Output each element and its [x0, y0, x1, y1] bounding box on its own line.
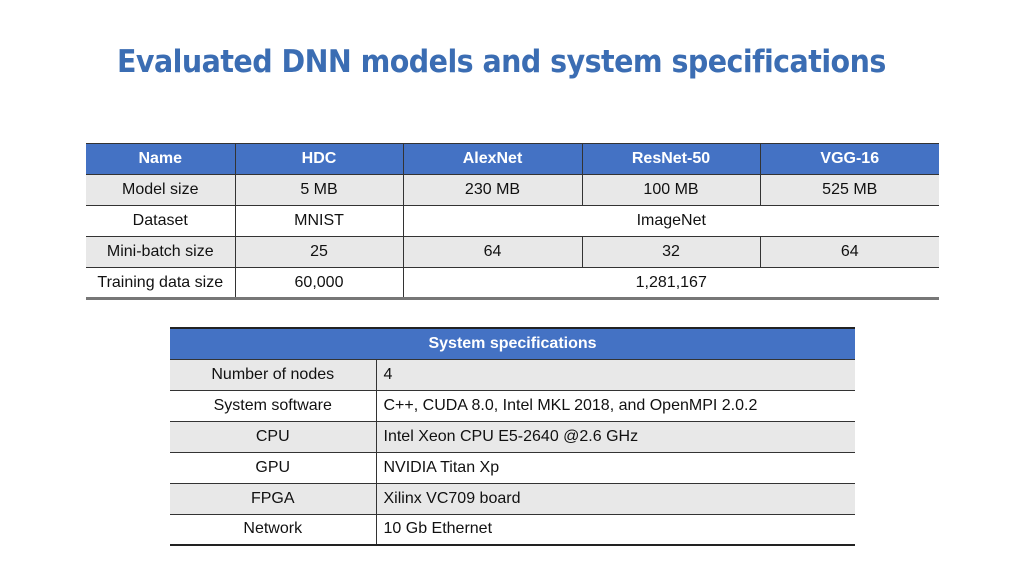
cell-vgg16: 64	[759, 236, 939, 268]
header-vgg16: VGG-16	[759, 143, 939, 175]
table-row: System software C++, CUDA 8.0, Intel MKL…	[170, 390, 856, 422]
table-row: Number of nodes 4	[170, 359, 856, 391]
spec-label: Network	[170, 514, 376, 545]
page-title: Evaluated DNN models and system specific…	[117, 44, 886, 80]
spec-value: Intel Xeon CPU E5-2640 @2.6 GHz	[375, 421, 856, 453]
header-name: Name	[86, 143, 235, 175]
specs-header-row: System specifications	[170, 328, 856, 360]
cell-vgg16: 525 MB	[759, 174, 939, 206]
table-row-dataset: Dataset MNIST ImageNet	[86, 205, 939, 237]
table-row-training-data: Training data size 60,000 1,281,167	[86, 267, 939, 299]
cell-resnet50: 100 MB	[581, 174, 760, 206]
cell-hdc: 5 MB	[234, 174, 403, 206]
models-table: Name HDC AlexNet ResNet-50 VGG-16 Model …	[86, 143, 939, 300]
spec-value: 4	[375, 359, 856, 391]
row-label: Model size	[86, 174, 235, 206]
spec-label: GPU	[170, 452, 376, 484]
table-row: Network 10 Gb Ethernet	[170, 514, 856, 545]
header-resnet50: ResNet-50	[581, 143, 760, 175]
row-label: Training data size	[86, 267, 235, 299]
cell-alexnet: 64	[402, 236, 582, 268]
spec-label: System software	[170, 390, 376, 422]
cell-imagenet-size-merged: 1,281,167	[402, 267, 939, 299]
table-row: GPU NVIDIA Titan Xp	[170, 452, 856, 484]
spec-label: FPGA	[170, 483, 376, 515]
cell-hdc: MNIST	[234, 205, 403, 237]
header-alexnet: AlexNet	[402, 143, 582, 175]
row-label: Dataset	[86, 205, 235, 237]
spec-value: NVIDIA Titan Xp	[375, 452, 856, 484]
spec-label: Number of nodes	[170, 359, 376, 391]
system-specs-table: System specifications Number of nodes 4 …	[170, 327, 856, 546]
cell-imagenet-merged: ImageNet	[402, 205, 939, 237]
row-label: Mini-batch size	[86, 236, 235, 268]
table-row-model-size: Model size 5 MB 230 MB 100 MB 525 MB	[86, 174, 939, 206]
header-hdc: HDC	[234, 143, 403, 175]
cell-resnet50: 32	[581, 236, 760, 268]
spec-value: C++, CUDA 8.0, Intel MKL 2018, and OpenM…	[375, 390, 856, 422]
specs-header: System specifications	[170, 328, 856, 360]
spec-value: Xilinx VC709 board	[375, 483, 856, 515]
table-row: FPGA Xilinx VC709 board	[170, 483, 856, 515]
table-row-mini-batch: Mini-batch size 25 64 32 64	[86, 236, 939, 268]
cell-hdc: 60,000	[234, 267, 403, 299]
cell-alexnet: 230 MB	[402, 174, 582, 206]
spec-value: 10 Gb Ethernet	[375, 514, 856, 545]
spec-label: CPU	[170, 421, 376, 453]
cell-hdc: 25	[234, 236, 403, 268]
table-row: CPU Intel Xeon CPU E5-2640 @2.6 GHz	[170, 421, 856, 453]
models-header-row: Name HDC AlexNet ResNet-50 VGG-16	[86, 143, 939, 175]
